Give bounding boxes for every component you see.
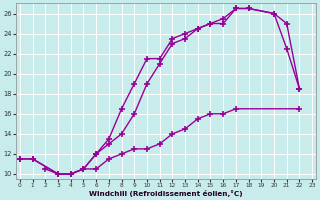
X-axis label: Windchill (Refroidissement éolien,°C): Windchill (Refroidissement éolien,°C) — [89, 190, 243, 197]
